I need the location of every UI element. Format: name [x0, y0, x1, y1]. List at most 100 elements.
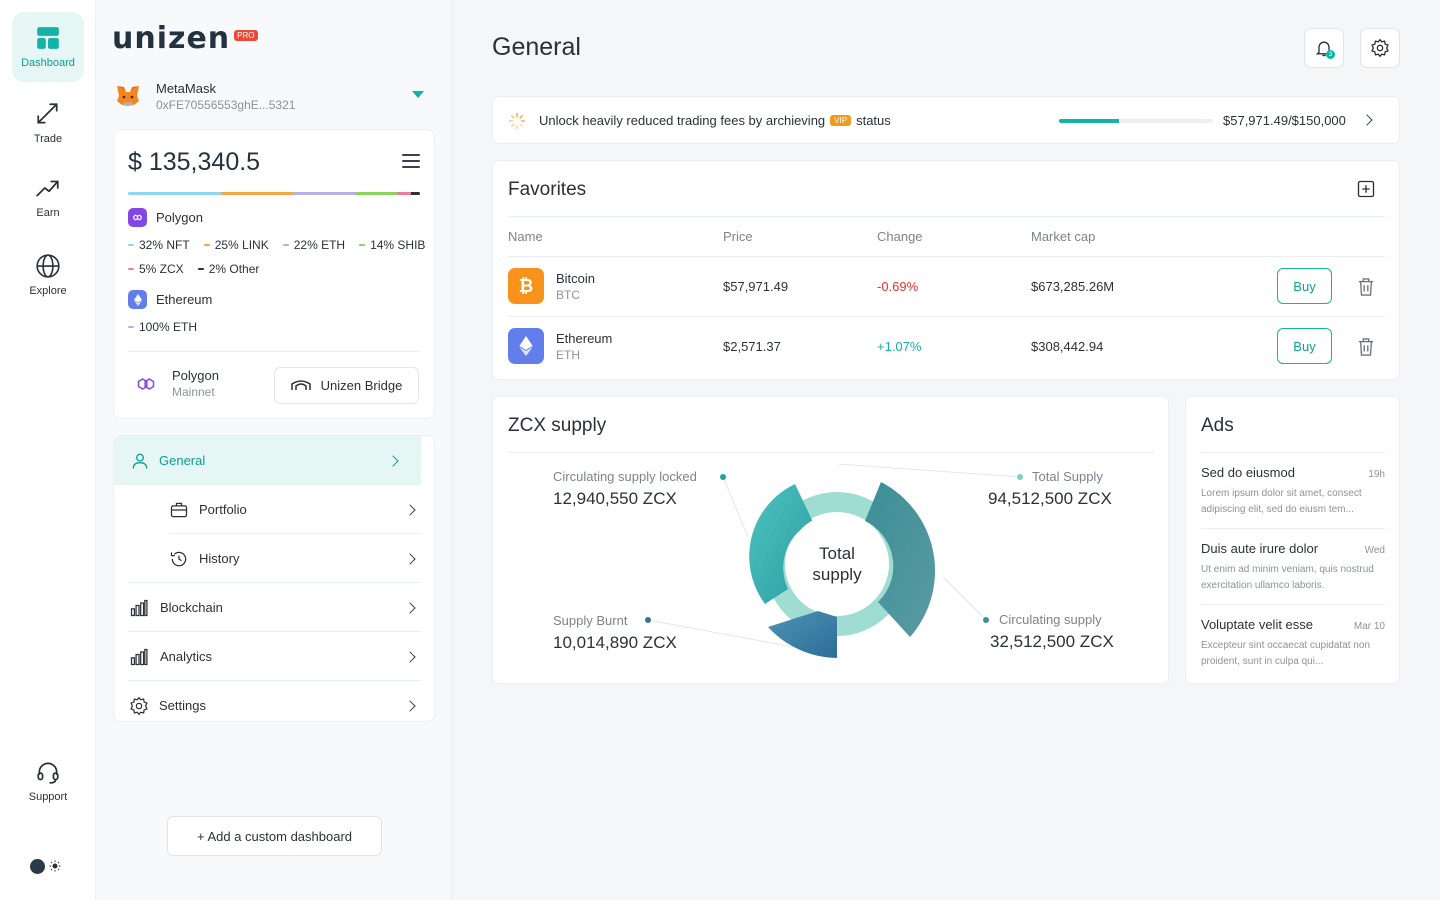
chevron-right-icon	[387, 454, 399, 467]
alloc-item: 5% ZCX	[128, 262, 184, 276]
polygon-allocations-row1: 32% NFT 25% LINK 22% ETH 14% SHIB	[128, 238, 425, 252]
rail-item-explore[interactable]: Explore	[12, 240, 84, 310]
col-header-change[interactable]: Change	[877, 229, 923, 244]
metamask-fox-icon	[117, 86, 139, 106]
nav-item-portfolio[interactable]: Portfolio	[114, 485, 434, 534]
ads-card: Ads Sed do eiusmod 19h Lorem ipsum dolor …	[1185, 396, 1400, 684]
chevron-right-icon	[404, 503, 416, 516]
supply-circulating-value: 32,512,500 ZCX	[990, 632, 1114, 651]
rail-item-dashboard[interactable]: Dashboard	[12, 12, 84, 82]
rail-label-trade: Trade	[33, 133, 63, 145]
nav-item-general[interactable]: General	[114, 436, 421, 485]
supply-total-label: Total Supply	[1032, 469, 1103, 484]
nav-item-blockchain[interactable]: Blockchain	[114, 583, 434, 632]
trend-up-icon	[36, 180, 59, 197]
chevron-right-icon	[404, 601, 416, 614]
pro-badge: PRO	[234, 30, 258, 41]
caret-down-icon[interactable]	[412, 91, 424, 98]
chain-name-ethereum: Ethereum	[156, 292, 213, 307]
divider	[128, 631, 421, 632]
legend-dot	[720, 474, 726, 480]
coin-change: -0.69%	[877, 279, 919, 294]
nav-item-analytics[interactable]: Analytics	[114, 632, 434, 681]
divider	[1201, 604, 1385, 605]
banner-text-after: status	[856, 113, 891, 128]
nav-item-settings[interactable]: Settings	[114, 681, 434, 721]
alloc-item: 25% LINK	[203, 238, 269, 252]
wallet-selector[interactable]: MetaMask 0xFE70556553ghE...5321	[114, 76, 436, 116]
ad-item[interactable]: Duis aute irure dolor Wed Ut enim ad mini…	[1201, 541, 1385, 594]
bridge-icon	[290, 379, 311, 390]
divider	[1201, 452, 1385, 453]
ad-title: Sed do eiusmod	[1201, 465, 1295, 480]
coin-symbol: ETH	[556, 348, 580, 362]
alloc-item: 100% ETH	[128, 320, 197, 334]
bridge-label: Unizen Bridge	[320, 378, 403, 393]
nav-label-settings: Settings	[159, 698, 206, 713]
sun-icon	[49, 860, 61, 872]
supply-title: ZCX supply	[508, 415, 607, 436]
buy-button[interactable]: Buy	[1277, 268, 1332, 304]
unizen-bridge-button[interactable]: Unizen Bridge	[274, 367, 419, 404]
divider	[1201, 528, 1385, 529]
network-selector[interactable]: Polygon Mainnet	[136, 368, 219, 399]
settings-button[interactable]	[1360, 28, 1400, 68]
leader-line	[837, 463, 1021, 478]
supply-burnt-label: Supply Burnt	[553, 613, 628, 628]
coin-price: $57,971.49	[723, 279, 789, 294]
ad-time: Wed	[1364, 545, 1385, 556]
left-rail: Dashboard Trade Earn Explore Support	[0, 0, 96, 900]
progress-text: $57,971.49/$150,000	[1223, 113, 1346, 128]
toggle-knob	[30, 858, 45, 874]
trash-icon[interactable]	[1357, 337, 1375, 357]
notifications-button[interactable]: 3	[1304, 28, 1344, 68]
alloc-item: 14% SHIB	[359, 238, 425, 252]
add-square-icon[interactable]	[1357, 180, 1375, 198]
nav-item-history[interactable]: History	[114, 534, 434, 583]
gear-icon	[130, 696, 148, 715]
rail-label-support: Support	[28, 791, 68, 803]
hamburger-menu-icon[interactable]	[402, 154, 420, 172]
leader-line	[647, 619, 794, 648]
buy-button[interactable]: Buy	[1277, 328, 1332, 364]
ad-title: Duis aute irure dolor	[1201, 541, 1319, 556]
supply-circulating-label: Circulating supply	[999, 612, 1102, 627]
legend-dot	[1017, 474, 1023, 480]
col-header-market-cap[interactable]: Market cap	[1031, 229, 1096, 244]
trash-icon[interactable]	[1357, 277, 1375, 297]
bar-chart-icon	[130, 599, 148, 616]
theme-toggle[interactable]	[30, 857, 66, 875]
ad-item[interactable]: Sed do eiusmod 19h Lorem ipsum dolor sit …	[1201, 465, 1385, 518]
chain-ethereum: Ethereum	[128, 290, 212, 309]
supply-locked-value: 12,940,550 ZCX	[553, 489, 677, 508]
chevron-right-icon[interactable]	[1361, 114, 1373, 126]
progress-fill	[1059, 119, 1119, 123]
add-custom-dashboard-button[interactable]: + Add a custom dashboard	[167, 816, 382, 856]
ads-title: Ads	[1201, 415, 1234, 436]
ad-item[interactable]: Voluptate velit esse Mar 10 Excepteur sin…	[1201, 617, 1385, 670]
col-header-name[interactable]: Name	[508, 229, 543, 244]
rail-item-earn[interactable]: Earn	[12, 162, 84, 232]
leader-line	[942, 576, 987, 621]
alloc-item: 32% NFT	[128, 238, 190, 252]
polygon-allocations-row2: 5% ZCX 2% Other	[128, 262, 259, 276]
brand-logo[interactable]: unizen PRO	[112, 24, 258, 54]
rail-label-explore: Explore	[29, 285, 67, 297]
donut-segment-circulating	[865, 482, 936, 637]
vip-banner[interactable]: Unlock heavily reduced trading fees by a…	[492, 96, 1400, 144]
supply-total-value: 94,512,500 ZCX	[988, 489, 1112, 508]
divider	[508, 316, 1385, 317]
banner-text: Unlock heavily reduced trading fees by a…	[539, 113, 891, 128]
banner-text-before: Unlock heavily reduced trading fees by a…	[539, 113, 826, 128]
donut-center-label: Total supply	[812, 544, 862, 584]
rail-item-support[interactable]: Support	[12, 746, 84, 816]
ad-title: Voluptate velit esse	[1201, 617, 1314, 632]
rail-item-trade[interactable]: Trade	[12, 88, 84, 158]
col-header-price[interactable]: Price	[723, 229, 753, 244]
headset-icon	[37, 762, 59, 784]
divider	[508, 216, 1385, 217]
wallet-address: 0xFE70556553ghE...5321	[156, 97, 296, 112]
donut-center	[787, 514, 887, 614]
polygon-icon	[137, 377, 155, 390]
ad-body: Lorem ipsum dolor sit amet, consect adip…	[1201, 488, 1362, 515]
